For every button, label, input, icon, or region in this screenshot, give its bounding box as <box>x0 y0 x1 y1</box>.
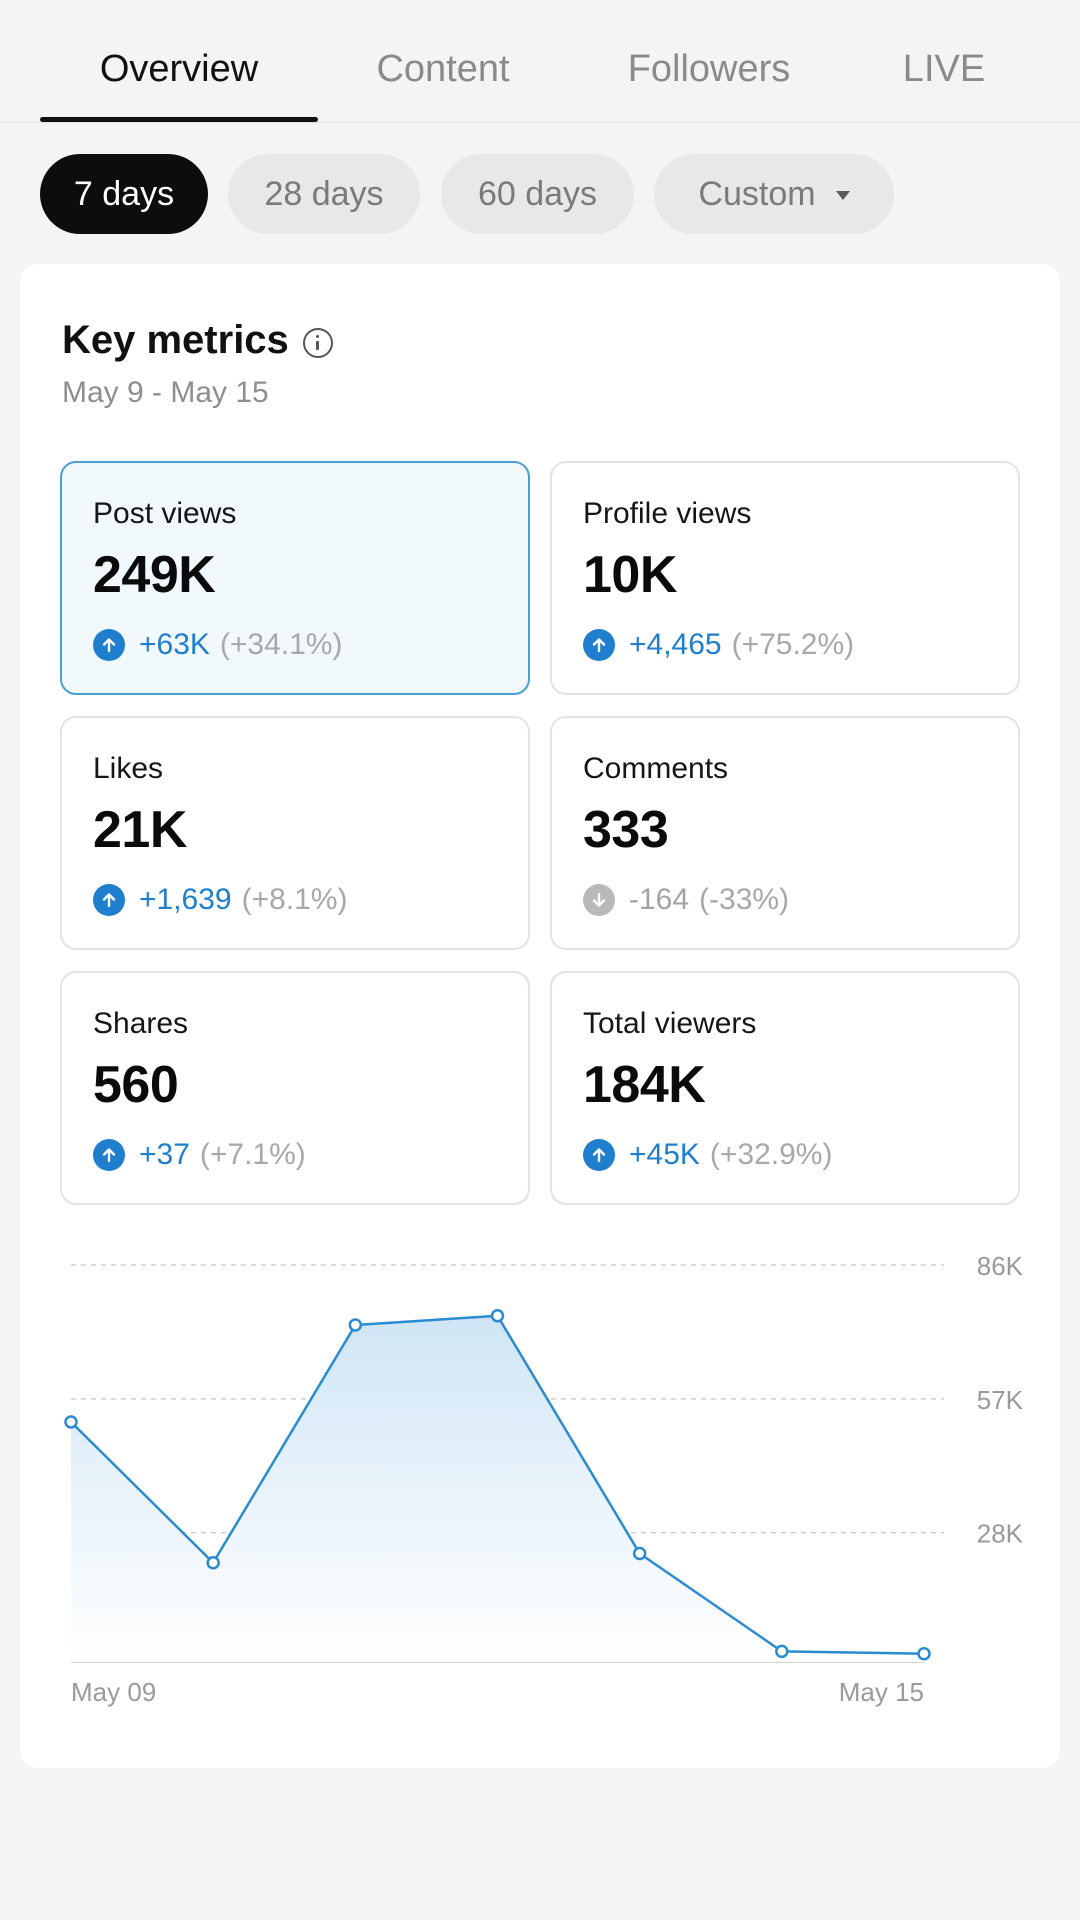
metric-value: 184K <box>583 1056 706 1114</box>
arrow-up-icon <box>93 884 125 916</box>
metric-percent: (-33%) <box>699 883 790 916</box>
metric-delta: +45K <box>629 1138 700 1171</box>
metric-delta: +1,639 <box>139 883 232 916</box>
chip-label: 7 days <box>73 174 175 213</box>
metric-label: Total viewers <box>583 1007 757 1040</box>
data-point <box>490 1309 505 1323</box>
active-tab-indicator <box>40 117 318 122</box>
data-point <box>775 1644 789 1659</box>
metric-change: +1,639 (+8.1%) <box>93 883 347 917</box>
y-tick-label: 57K <box>977 1385 1024 1415</box>
metric-tile-comments[interactable]: Comments 333 -164 (-33%) <box>550 716 1020 950</box>
metric-delta: +4,465 <box>629 628 722 661</box>
metric-delta: -164 <box>629 883 690 916</box>
metric-value: 249K <box>93 546 216 604</box>
metric-change: +4,465 (+75.2%) <box>583 628 854 662</box>
key-metrics-header: Key metrics <box>62 318 333 363</box>
data-point <box>64 1415 78 1429</box>
metric-change: +63K (+34.1%) <box>93 628 342 662</box>
metric-percent: (+75.2%) <box>731 628 855 661</box>
range-60-days-chip[interactable]: 60 days <box>441 154 634 234</box>
tab-content[interactable]: Content <box>376 48 510 90</box>
arrow-up-icon <box>93 1139 125 1171</box>
y-tick-label: 86K <box>977 1251 1024 1281</box>
metric-tile-post-views[interactable]: Post views 249K +63K (+34.1%) <box>60 461 530 695</box>
metric-label: Likes <box>93 752 164 785</box>
date-range-label: May 9 - May 15 <box>62 376 269 409</box>
data-point <box>206 1556 220 1570</box>
data-point <box>348 1318 363 1332</box>
metric-value: 21K <box>93 801 187 859</box>
tab-bar: Overview Content Followers LIVE <box>0 0 1080 123</box>
metric-percent: (+32.9%) <box>709 1138 833 1171</box>
tab-live[interactable]: LIVE <box>902 48 986 90</box>
metric-label: Post views <box>93 497 237 530</box>
metric-change: +37 (+7.1%) <box>93 1138 306 1172</box>
caret-down-icon <box>835 190 850 200</box>
metric-percent: (+34.1%) <box>219 628 343 661</box>
key-metrics-title: Key metrics <box>62 318 289 362</box>
series-area <box>71 1315 924 1662</box>
x-tick-label: May 09 <box>71 1677 156 1707</box>
metric-label: Profile views <box>583 497 752 530</box>
chip-label: Custom <box>698 174 816 213</box>
data-point <box>632 1546 647 1561</box>
y-tick-label: 28K <box>977 1519 1024 1549</box>
metric-value: 333 <box>583 801 669 859</box>
metric-delta: +63K <box>139 628 210 661</box>
arrow-down-icon <box>583 884 615 916</box>
chip-label: 60 days <box>477 174 598 213</box>
range-7-days-chip[interactable]: 7 days <box>40 154 208 234</box>
arrow-up-icon <box>93 629 125 661</box>
metric-delta: +37 <box>139 1138 190 1171</box>
key-metrics-card: Key metrics May 9 - May 15 Post views 24… <box>20 264 1060 1768</box>
metric-tile-shares[interactable]: Shares 560 +37 (+7.1%) <box>60 971 530 1205</box>
data-point <box>917 1646 931 1661</box>
metric-percent: (+7.1%) <box>199 1138 306 1171</box>
arrow-up-icon <box>583 629 615 661</box>
tab-overview[interactable]: Overview <box>99 48 259 90</box>
metric-value: 10K <box>583 546 677 604</box>
metric-tile-profile-views[interactable]: Profile views 10K +4,465 (+75.2%) <box>550 461 1020 695</box>
x-tick-label: May 15 <box>839 1677 924 1707</box>
post-views-chart: 86K 57K 28K May 09 May 15 <box>64 1251 1024 1707</box>
range-28-days-chip[interactable]: 28 days <box>228 154 420 234</box>
chip-label: 28 days <box>264 174 384 213</box>
metric-change: +45K (+32.9%) <box>583 1138 832 1172</box>
metric-label: Comments <box>583 752 729 785</box>
info-icon[interactable] <box>302 327 333 358</box>
metric-tile-total-viewers[interactable]: Total viewers 184K +45K (+32.9%) <box>550 971 1020 1205</box>
metric-change: -164 (-33%) <box>583 883 789 917</box>
metric-percent: (+8.1%) <box>241 883 348 916</box>
metric-tile-likes[interactable]: Likes 21K +1,639 (+8.1%) <box>60 716 530 950</box>
metric-label: Shares <box>93 1007 189 1040</box>
arrow-up-icon <box>583 1139 615 1171</box>
tab-followers[interactable]: Followers <box>627 48 791 90</box>
metric-value: 560 <box>93 1056 179 1114</box>
range-custom-dropdown[interactable]: Custom <box>654 154 894 234</box>
